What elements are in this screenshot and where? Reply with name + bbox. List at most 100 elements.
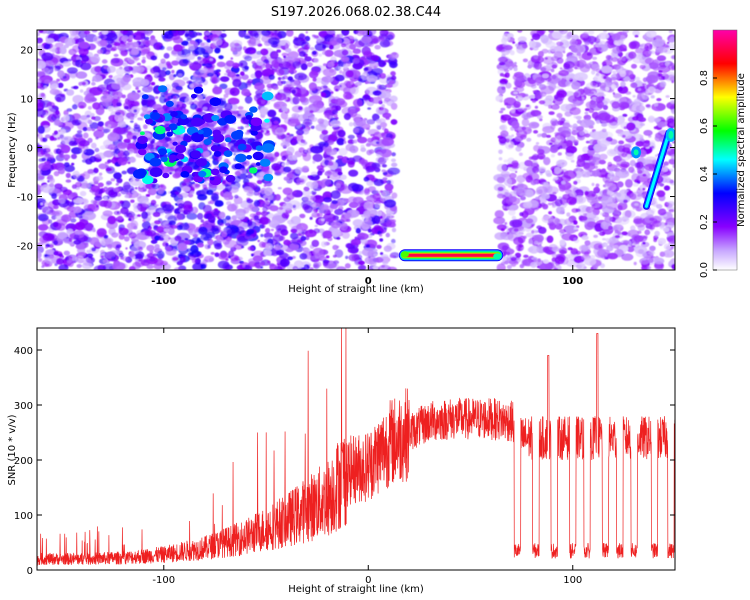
noise-speckle (651, 38, 665, 47)
noise-speckle (345, 255, 349, 260)
cluster-blob (179, 128, 186, 134)
noise-speckle (149, 257, 156, 262)
noise-speckle (366, 119, 376, 125)
noise-speckle (555, 139, 560, 144)
noise-speckle (336, 237, 341, 240)
spectrogram-content (37, 30, 675, 270)
noise-speckle (348, 169, 359, 177)
noise-speckle (235, 74, 240, 77)
noise-speckle (317, 118, 325, 124)
noise-speckle (301, 190, 312, 197)
noise-speckle (649, 226, 654, 230)
noise-speckle (554, 132, 560, 136)
noise-speckle (372, 265, 379, 270)
noise-speckle (361, 214, 364, 218)
noise-speckle (220, 76, 230, 82)
noise-speckle (509, 196, 517, 203)
cluster-blob (172, 141, 178, 146)
noise-speckle (218, 55, 224, 60)
noise-speckle (42, 233, 55, 242)
noise-speckle (214, 208, 218, 212)
noise-speckle (210, 252, 215, 255)
noise-speckle (345, 243, 353, 249)
noise-speckle (318, 53, 323, 57)
noise-speckle (240, 111, 246, 115)
noise-speckle (121, 94, 126, 99)
noise-speckle (494, 210, 504, 219)
noise-speckle (123, 150, 130, 157)
noise-speckle (335, 116, 339, 120)
noise-speckle (322, 51, 327, 55)
noise-speckle (559, 239, 566, 246)
noise-speckle (635, 76, 640, 81)
noise-speckle (668, 30, 673, 34)
noise-speckle (324, 113, 331, 118)
noise-speckle (136, 193, 142, 199)
noise-speckle (345, 42, 353, 50)
noise-speckle (40, 202, 43, 206)
cluster-blob (223, 150, 233, 158)
noise-speckle (321, 129, 329, 135)
noise-speckle (151, 183, 160, 190)
noise-speckle (310, 201, 317, 208)
noise-speckle (603, 75, 607, 80)
noise-speckle (184, 96, 193, 105)
noise-speckle (210, 192, 219, 202)
noise-speckle (225, 222, 231, 227)
cluster-blob (224, 114, 237, 124)
noise-speckle (532, 90, 537, 93)
noise-speckle (141, 59, 146, 64)
noise-speckle (187, 253, 197, 261)
noise-speckle (513, 228, 519, 232)
cluster-blob (211, 114, 220, 122)
noise-speckle (659, 183, 665, 187)
noise-speckle (336, 266, 347, 270)
noise-speckle (65, 179, 72, 183)
noise-speckle (621, 152, 627, 158)
noise-speckle (309, 47, 315, 51)
noise-speckle (179, 256, 186, 263)
noise-speckle (188, 183, 193, 187)
noise-speckle (127, 92, 141, 101)
noise-speckle (165, 70, 171, 76)
noise-speckle (312, 160, 316, 164)
noise-speckle (495, 95, 504, 102)
noise-speckle (634, 34, 639, 38)
noise-speckle (242, 264, 246, 268)
noise-speckle (51, 83, 59, 89)
noise-speckle (162, 67, 167, 71)
noise-speckle (379, 190, 384, 193)
noise-speckle (338, 148, 348, 156)
noise-speckle (521, 118, 530, 127)
noise-speckle (281, 103, 286, 107)
cluster-blob (150, 112, 161, 120)
noise-speckle (58, 198, 66, 204)
noise-speckle (646, 249, 654, 255)
noise-speckle (663, 185, 671, 191)
noise-speckle (75, 255, 84, 263)
noise-speckle (356, 30, 365, 37)
cluster-blob (198, 170, 207, 178)
noise-speckle (320, 133, 330, 141)
noise-speckle (53, 251, 59, 256)
noise-speckle (379, 238, 384, 242)
noise-speckle (581, 186, 588, 191)
noise-speckle (375, 141, 380, 145)
noise-speckle (569, 39, 578, 47)
noise-speckle (64, 37, 76, 47)
noise-speckle (600, 263, 605, 269)
noise-speckle (517, 107, 524, 112)
noise-speckle (74, 222, 86, 231)
noise-speckle (637, 169, 643, 174)
noise-speckle (284, 141, 289, 145)
noise-speckle (616, 193, 622, 197)
noise-speckle (42, 206, 54, 215)
noise-speckle (391, 192, 398, 199)
noise-speckle (312, 195, 325, 204)
cluster-blob (264, 118, 270, 123)
noise-speckle (383, 227, 388, 230)
noise-speckle (324, 49, 334, 57)
noise-speckle (345, 80, 355, 89)
noise-speckle (352, 98, 363, 108)
noise-speckle (63, 44, 69, 49)
